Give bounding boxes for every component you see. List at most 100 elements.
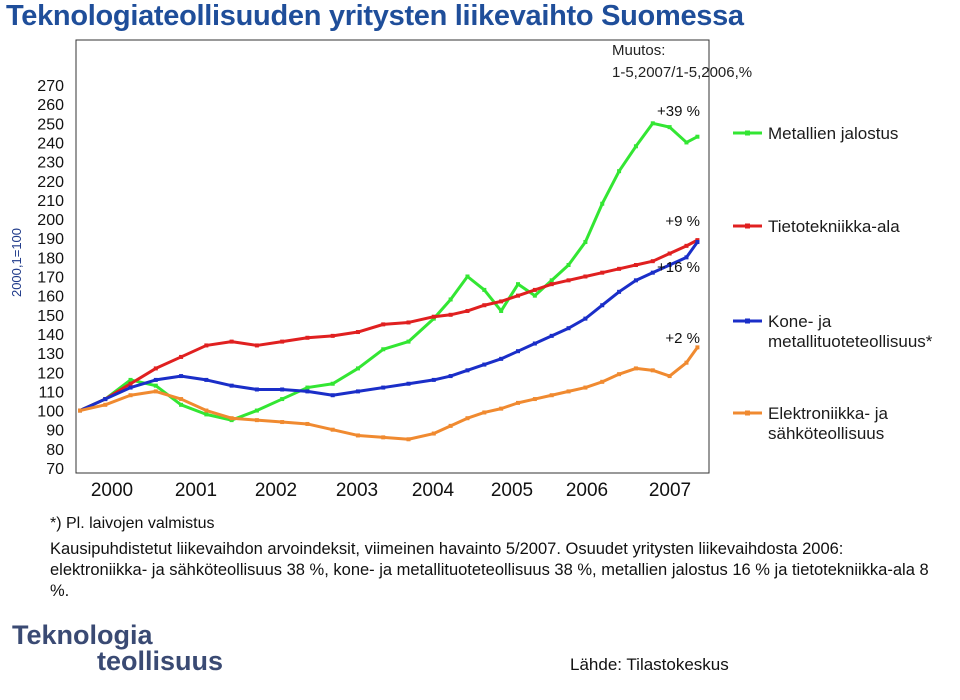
series-3-point-0 (78, 408, 82, 413)
y-tick-180: 180 (37, 250, 64, 267)
series-2-point-29 (684, 255, 689, 260)
series-3-point-29 (684, 360, 689, 365)
series-line-1 (79, 238, 699, 412)
series-2-point-25 (617, 289, 622, 294)
change-labels: +39 % +9 % +16 % +2 % (657, 103, 700, 347)
series-1-point-13 (406, 320, 411, 325)
series-0-point-5 (204, 412, 209, 417)
x-tick-2002: 2002 (255, 480, 297, 500)
series-0-point-24 (600, 201, 605, 206)
series-2-point-24 (600, 303, 605, 308)
series-3-point-10 (330, 427, 335, 432)
series-3-point-4 (179, 397, 184, 402)
series-2-point-22 (566, 326, 571, 331)
series-1-point-9 (305, 335, 310, 340)
series-2-point-14 (431, 377, 436, 382)
series-3-point-25 (617, 372, 622, 377)
series-1-point-8 (280, 339, 285, 344)
series-0-point-7 (254, 408, 259, 413)
x-tick-2005: 2005 (491, 480, 533, 500)
y-tick-100: 100 (37, 404, 64, 421)
series-2-point-19 (516, 349, 521, 354)
y-tick-140: 140 (37, 327, 64, 344)
series-1-point-2 (128, 381, 133, 386)
series-3-point-8 (280, 420, 285, 425)
series-1-point-4 (179, 354, 184, 359)
series-2-point-3 (153, 377, 158, 382)
series-0-point-25 (617, 169, 622, 174)
series-lines (78, 121, 700, 442)
plot-frame (75, 39, 710, 474)
y-tick-230: 230 (37, 155, 64, 172)
series-0-point-9 (305, 385, 310, 390)
x-tick-2004: 2004 (412, 480, 455, 500)
series-0-point-3 (153, 383, 158, 388)
series-0-point-2 (128, 377, 133, 382)
series-3-point-28 (667, 374, 672, 379)
y-tick-70: 70 (46, 461, 64, 478)
series-2-point-17 (482, 362, 487, 367)
page-title: Teknologiateollisuuden yritysten liikeva… (6, 0, 744, 32)
y-tick-200: 200 (37, 212, 64, 229)
series-3-point-5 (204, 408, 209, 413)
series-2-point-1 (103, 397, 108, 402)
series-2-point-11 (355, 389, 360, 394)
legend-marker-1 (745, 223, 750, 229)
legend-label-metallien: Metallien jalostus (768, 124, 899, 143)
series-3-point-1 (103, 402, 108, 407)
series-3-point-7 (254, 418, 259, 423)
x-tick-labels: 2000 2001 2002 2003 2004 2005 2006 2007 (91, 480, 691, 500)
series-1-point-7 (254, 343, 259, 348)
change-label-0: +39 % (657, 103, 700, 120)
series-1-point-21 (549, 282, 554, 287)
series-1-point-14 (431, 314, 436, 319)
series-0-point-21 (549, 278, 554, 283)
series-0-point-15 (448, 297, 453, 302)
series-3-point-2 (128, 393, 133, 398)
series-2-point-2 (128, 385, 133, 390)
series-2-point-27 (650, 270, 655, 275)
legend-label-tietotekniikka: Tietotekniikka-ala (768, 217, 900, 236)
line-chart: 2702602502402302202102001901801701601501… (37, 39, 762, 500)
series-0-point-29 (684, 140, 689, 145)
y-tick-260: 260 (37, 97, 64, 114)
series-3-point-9 (305, 421, 310, 426)
series-3-point-24 (600, 379, 605, 384)
legend-label-elektroniikka: Elektroniikka- ja sähköteollisuus (768, 404, 888, 443)
series-3-point-19 (516, 400, 521, 405)
x-tick-2003: 2003 (336, 480, 378, 500)
legend-marker-0 (745, 130, 750, 136)
series-0-point-8 (280, 397, 285, 402)
series-2-point-8 (280, 387, 285, 392)
series-0-point-26 (633, 144, 638, 149)
series-1-point-15 (448, 312, 453, 317)
series-2-point-9 (305, 389, 310, 394)
series-3-point-12 (381, 435, 386, 440)
footnote: *) Pl. laivojen valmistus (50, 515, 215, 532)
y-tick-80: 80 (46, 442, 64, 459)
series-0-point-10 (330, 381, 335, 386)
series-0-point-13 (406, 339, 411, 344)
series-3-point-17 (482, 410, 487, 415)
series-3-point-11 (355, 433, 360, 438)
series-0-point-16 (465, 274, 470, 279)
legend-label-kone: Kone- ja metallituoteteollisuus* (768, 312, 933, 351)
series-3-point-22 (566, 389, 571, 394)
series-1-point-3 (153, 366, 158, 371)
legend-marker-3 (745, 410, 750, 416)
series-0-point-4 (179, 402, 184, 407)
series-line-2 (79, 241, 699, 412)
series-3-point-21 (549, 393, 554, 398)
series-2-point-10 (330, 393, 335, 398)
chart-note: Kausipuhdistetut liikevaihdon arvoindeks… (50, 540, 929, 600)
series-1-point-18 (499, 299, 504, 304)
series-2-point-7 (254, 387, 259, 392)
series-1-point-26 (633, 263, 638, 268)
series-3-point-23 (583, 385, 588, 390)
y-tick-90: 90 (46, 423, 64, 440)
series-3-point-15 (448, 423, 453, 428)
logo-line2: teollisuus (97, 646, 224, 676)
legend-marker-2 (745, 318, 750, 324)
series-2-point-30 (695, 240, 700, 245)
series-1-point-10 (330, 333, 335, 338)
